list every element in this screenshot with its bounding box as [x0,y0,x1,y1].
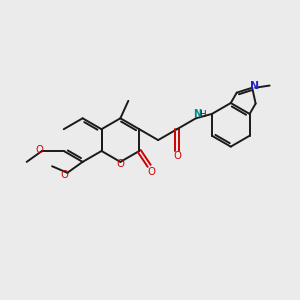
Text: N: N [193,109,201,119]
Text: O: O [173,151,181,161]
Text: N: N [250,81,259,91]
Text: O: O [116,159,124,169]
Text: O: O [147,167,155,177]
Text: O: O [60,170,68,180]
Text: H: H [200,110,206,119]
Text: O: O [35,145,43,155]
